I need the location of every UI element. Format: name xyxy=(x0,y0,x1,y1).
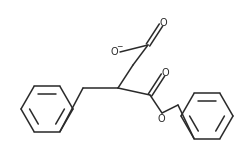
Text: −: − xyxy=(116,42,122,51)
Text: O: O xyxy=(157,114,165,124)
Text: O: O xyxy=(161,68,169,78)
Text: O: O xyxy=(159,18,167,28)
Text: O: O xyxy=(110,47,118,57)
